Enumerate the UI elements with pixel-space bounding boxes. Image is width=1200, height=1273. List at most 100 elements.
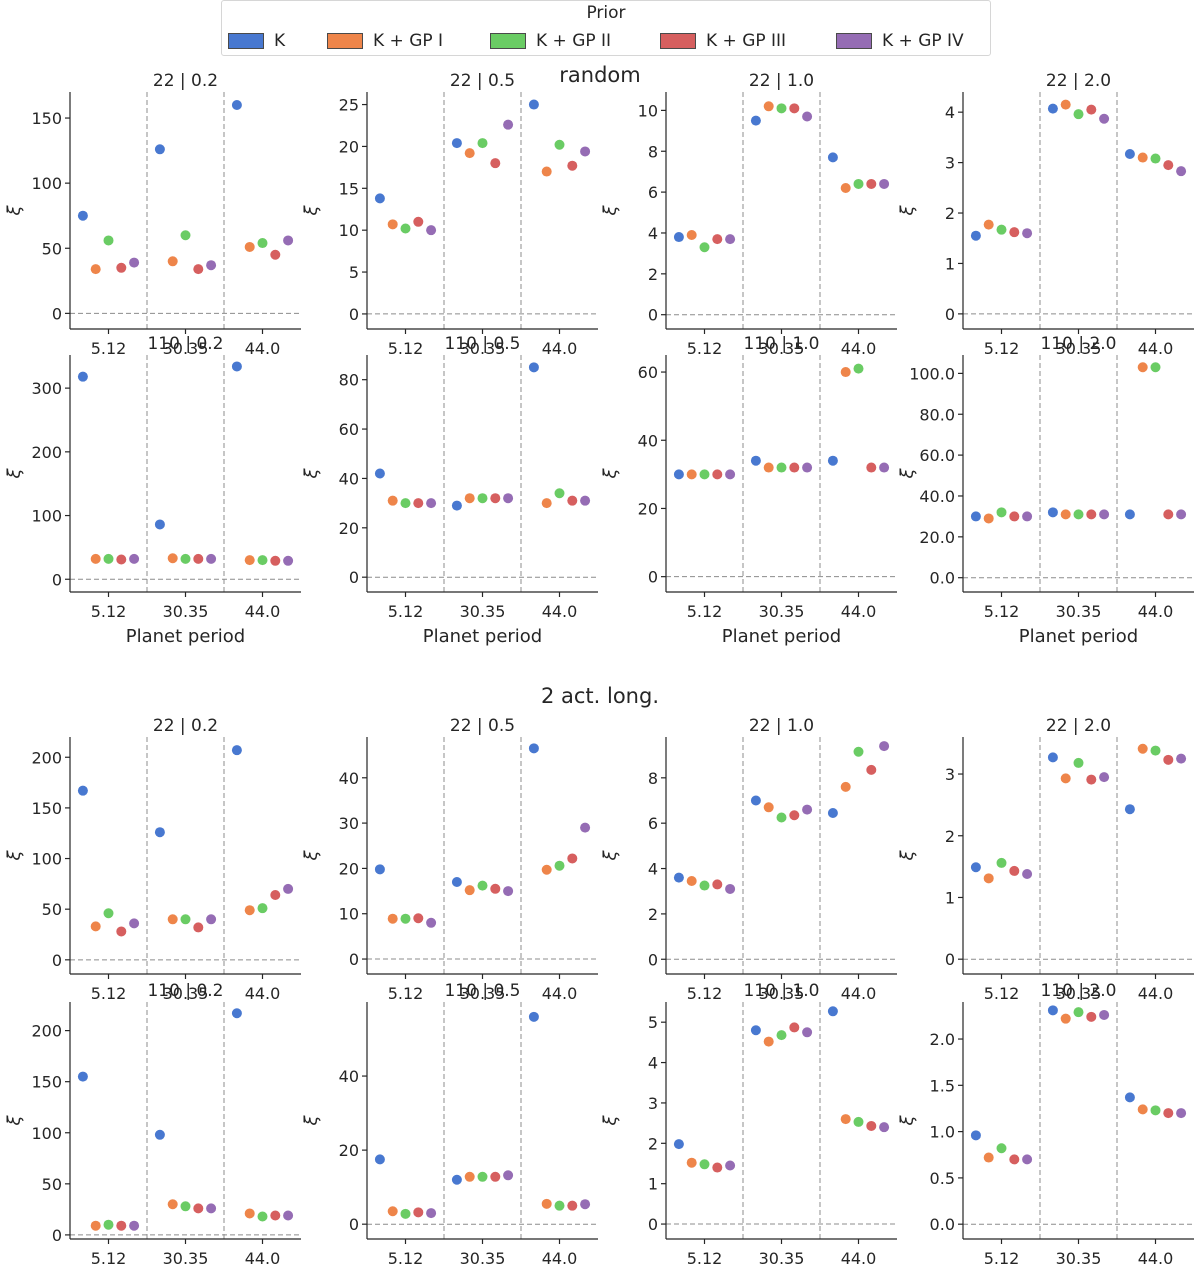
data-point bbox=[464, 148, 475, 159]
data-point bbox=[1022, 228, 1033, 239]
data-point bbox=[528, 743, 539, 754]
subplot-title: 110 | 0.5 bbox=[444, 981, 520, 1001]
data-point bbox=[983, 513, 994, 524]
y-tick-label: 50 bbox=[42, 239, 62, 258]
data-point bbox=[387, 495, 398, 506]
y-tick-label: 100 bbox=[31, 174, 62, 193]
x-tick-label: 30.35 bbox=[1056, 602, 1102, 621]
data-point bbox=[879, 1122, 890, 1133]
data-point bbox=[490, 883, 501, 894]
y-tick-label: 0.5 bbox=[930, 1169, 955, 1188]
y-axis-label: ξ bbox=[600, 205, 621, 217]
data-point bbox=[789, 462, 800, 473]
data-point bbox=[283, 883, 294, 894]
data-point bbox=[1060, 1013, 1071, 1024]
y-axis-label: ξ bbox=[897, 468, 918, 480]
data-point bbox=[983, 873, 994, 884]
y-axis-label: ξ bbox=[4, 468, 25, 480]
x-axis-label: Planet period bbox=[423, 626, 543, 647]
data-point bbox=[996, 224, 1007, 235]
data-point bbox=[244, 905, 255, 916]
data-point bbox=[270, 249, 281, 260]
data-point bbox=[270, 890, 281, 900]
data-point bbox=[827, 1006, 838, 1017]
x-tick-label: 30.35 bbox=[460, 339, 506, 358]
data-point bbox=[477, 138, 488, 149]
y-tick-label: 0.0 bbox=[930, 569, 955, 588]
x-tick-label: 5.12 bbox=[388, 602, 424, 621]
data-point bbox=[426, 1208, 437, 1219]
data-point bbox=[154, 144, 165, 155]
data-point bbox=[231, 100, 242, 111]
data-point bbox=[490, 493, 501, 504]
data-point bbox=[776, 103, 787, 114]
x-tick-label: 44.0 bbox=[841, 984, 877, 1003]
subplot-title: 22 | 1.0 bbox=[749, 71, 814, 91]
x-tick-label: 44.0 bbox=[1138, 1249, 1174, 1268]
data-point bbox=[541, 498, 552, 509]
data-point bbox=[725, 234, 736, 245]
data-point bbox=[528, 362, 539, 373]
data-point bbox=[1163, 509, 1174, 520]
x-tick-label: 5.12 bbox=[91, 984, 127, 1003]
legend-label: K + GP IV bbox=[882, 31, 964, 51]
data-point bbox=[750, 1025, 761, 1036]
data-point bbox=[1176, 509, 1187, 520]
data-point bbox=[699, 1159, 710, 1170]
data-point bbox=[983, 1152, 994, 1163]
data-point bbox=[1137, 743, 1148, 754]
data-point bbox=[802, 804, 813, 815]
legend-swatch bbox=[327, 33, 363, 49]
legend-swatch bbox=[660, 33, 696, 49]
data-point bbox=[167, 914, 178, 925]
data-point bbox=[1073, 509, 1084, 520]
data-point bbox=[477, 493, 488, 504]
section-title-random: random bbox=[559, 63, 641, 87]
data-point bbox=[554, 860, 565, 871]
data-point bbox=[206, 260, 217, 271]
y-tick-label: 20 bbox=[339, 519, 359, 538]
subplot-title: 22 | 0.5 bbox=[450, 716, 515, 736]
x-tick-label: 30.35 bbox=[163, 984, 209, 1003]
data-point bbox=[503, 493, 514, 504]
data-point bbox=[1060, 509, 1071, 520]
data-point bbox=[879, 741, 890, 752]
data-point bbox=[840, 183, 851, 194]
x-axis-label: Planet period bbox=[1019, 626, 1139, 647]
data-point bbox=[1047, 1005, 1058, 1016]
data-point bbox=[1099, 509, 1110, 520]
subplot-title: 110 | 1.0 bbox=[743, 981, 819, 1001]
y-tick-label: 60 bbox=[638, 363, 658, 382]
data-point bbox=[1086, 774, 1097, 785]
y-tick-label: 50 bbox=[42, 1175, 62, 1194]
x-tick-label: 44.0 bbox=[245, 984, 281, 1003]
data-point bbox=[413, 1207, 424, 1218]
y-axis-label: ξ bbox=[301, 850, 322, 862]
data-point bbox=[413, 498, 424, 509]
data-point bbox=[451, 500, 462, 511]
data-point bbox=[996, 857, 1007, 868]
y-tick-label: 0 bbox=[349, 1215, 359, 1234]
data-point bbox=[840, 781, 851, 792]
data-point bbox=[789, 103, 800, 114]
x-tick-label: 5.12 bbox=[687, 602, 723, 621]
data-point bbox=[400, 1208, 411, 1219]
y-axis-label: ξ bbox=[897, 850, 918, 862]
y-axis-label: ξ bbox=[4, 850, 25, 862]
data-point bbox=[167, 1199, 178, 1210]
data-point bbox=[567, 160, 578, 171]
data-point bbox=[1163, 754, 1174, 765]
data-point bbox=[853, 178, 864, 189]
data-point bbox=[879, 178, 890, 189]
data-point bbox=[257, 903, 268, 914]
x-tick-label: 5.12 bbox=[91, 339, 127, 358]
data-point bbox=[257, 238, 268, 249]
data-point bbox=[528, 1011, 539, 1022]
y-tick-label: 2 bbox=[945, 827, 955, 846]
data-point bbox=[90, 553, 101, 564]
y-tick-label: 60.0 bbox=[919, 446, 955, 465]
data-point bbox=[763, 802, 774, 813]
data-point bbox=[1176, 166, 1187, 177]
data-point bbox=[1124, 149, 1135, 160]
data-point bbox=[244, 241, 255, 252]
